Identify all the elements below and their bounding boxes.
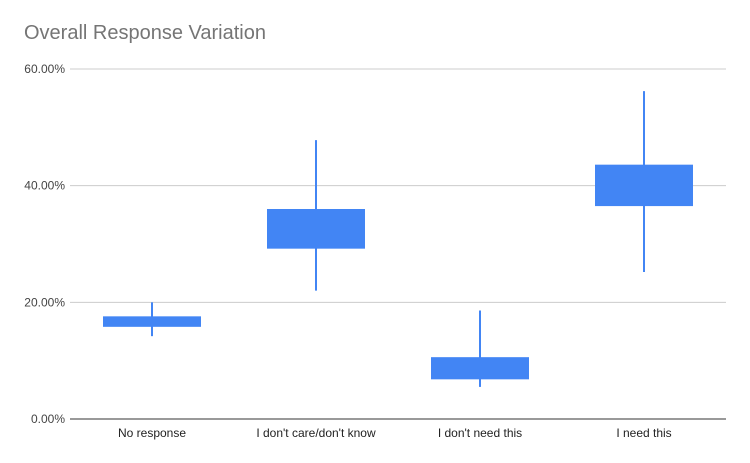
y-tick-label: 40.00%: [24, 179, 65, 193]
y-tick-label: 0.00%: [31, 412, 65, 426]
candle-body: [267, 209, 365, 249]
y-tick-label: 20.00%: [24, 295, 65, 309]
candles: [103, 91, 693, 387]
x-category-label: I need this: [616, 426, 671, 440]
candle-body: [103, 316, 201, 327]
x-category-label: I don't need this: [438, 426, 522, 440]
candle-body: [431, 357, 529, 380]
x-category-label: No response: [118, 426, 186, 440]
x-axis-category-labels: No response I don't care/don't know I don'…: [118, 426, 672, 440]
gridlines: [70, 68, 726, 420]
y-axis-tick-labels: 0.00% 20.00% 40.00% 60.00%: [24, 62, 65, 426]
y-tick-label: 60.00%: [24, 62, 65, 76]
x-category-label: I don't care/don't know: [256, 426, 376, 440]
candle-body: [595, 164, 693, 207]
chart-title: Overall Response Variation: [24, 22, 266, 44]
